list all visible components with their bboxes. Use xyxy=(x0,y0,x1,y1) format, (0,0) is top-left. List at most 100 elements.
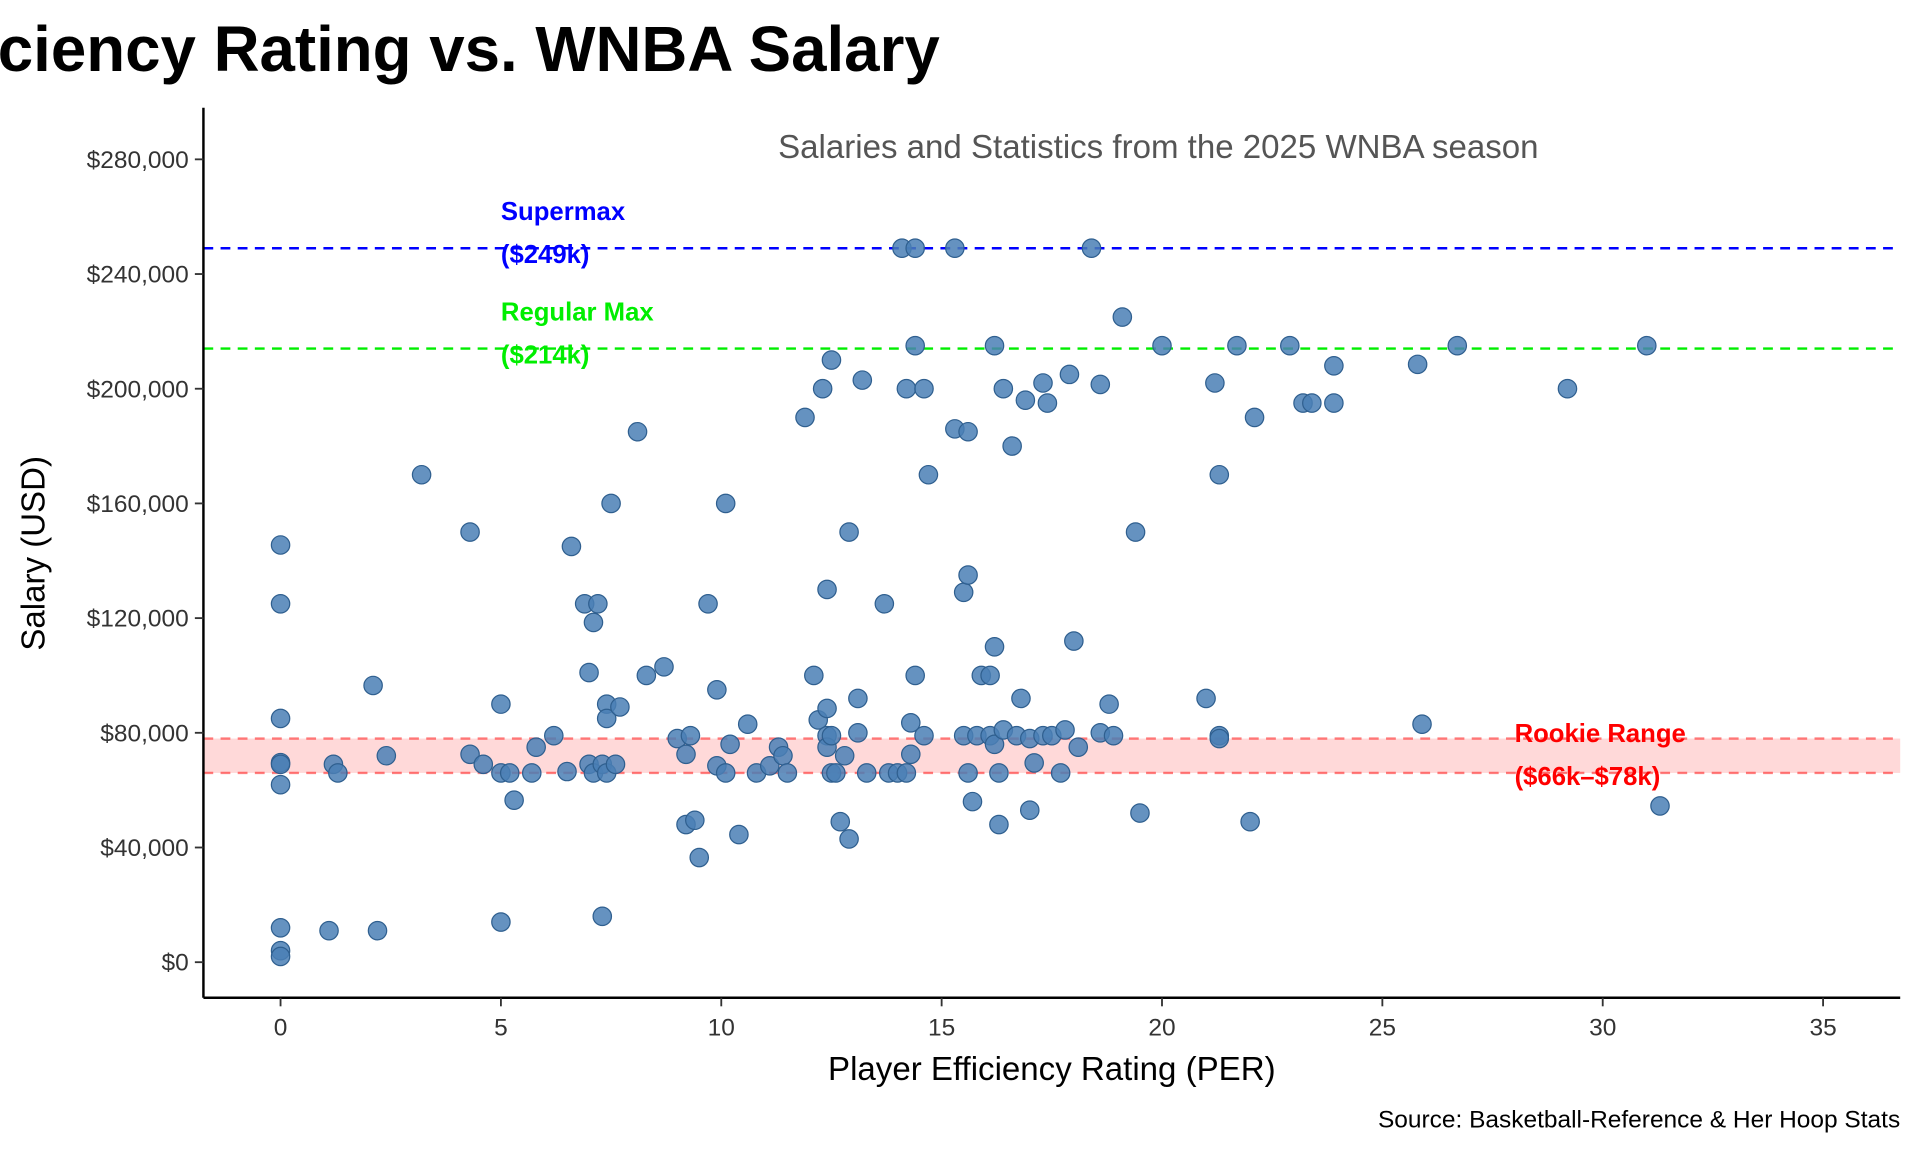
point xyxy=(900,712,921,733)
point xyxy=(328,763,348,783)
point xyxy=(1055,720,1075,740)
point xyxy=(636,665,657,686)
point xyxy=(1112,307,1133,327)
point xyxy=(1324,355,1344,376)
point xyxy=(1002,436,1022,456)
point xyxy=(698,593,718,614)
point xyxy=(817,698,837,719)
x-tick-label: 25 xyxy=(1369,1015,1396,1042)
point xyxy=(1447,335,1468,356)
point xyxy=(905,238,925,259)
point xyxy=(1050,763,1071,783)
x-tick-label: 35 xyxy=(1809,1015,1836,1042)
point xyxy=(980,665,1000,686)
point xyxy=(856,763,877,783)
point xyxy=(984,335,1005,356)
point xyxy=(852,370,873,390)
point xyxy=(491,912,511,932)
point xyxy=(737,714,758,734)
point xyxy=(1209,728,1230,749)
y-tick-label: $120,000 xyxy=(87,606,189,633)
point xyxy=(953,582,974,603)
point xyxy=(270,774,291,795)
point xyxy=(363,675,383,696)
reference-label: ($214k) xyxy=(501,341,590,369)
point xyxy=(830,811,851,832)
point xyxy=(1650,796,1670,816)
caption: Source: Basketball-Reference & Her Hoop … xyxy=(1378,1107,1900,1134)
point xyxy=(1240,811,1260,832)
point xyxy=(689,847,710,868)
point xyxy=(962,791,983,812)
y-tick-label: $200,000 xyxy=(87,376,189,403)
point xyxy=(848,723,868,743)
point xyxy=(720,734,740,755)
point xyxy=(601,493,621,514)
chart-subtitle: Salaries and Statistics from the 2025 WN… xyxy=(778,129,1538,166)
point xyxy=(989,814,1009,835)
point xyxy=(905,665,925,686)
y-tick-label: $0 xyxy=(162,950,189,977)
point xyxy=(839,829,859,849)
point xyxy=(914,725,934,746)
point xyxy=(605,754,626,775)
x-axis-label: Player Efficiency Rating (PER) xyxy=(828,1051,1276,1088)
point xyxy=(1152,335,1172,356)
y-tick-label: $40,000 xyxy=(100,835,188,862)
point xyxy=(715,493,736,514)
point xyxy=(579,662,599,683)
point xyxy=(1636,335,1657,356)
point xyxy=(896,763,917,783)
point xyxy=(993,378,1014,399)
point xyxy=(1302,393,1322,413)
point xyxy=(795,407,815,428)
point xyxy=(270,708,291,729)
point xyxy=(680,725,701,746)
point xyxy=(557,761,577,782)
point xyxy=(270,535,291,555)
y-tick-label: $280,000 xyxy=(87,147,189,174)
point xyxy=(1099,694,1119,714)
point xyxy=(812,378,833,399)
point xyxy=(411,464,432,485)
point xyxy=(627,421,648,442)
point xyxy=(685,810,705,831)
point xyxy=(596,708,617,729)
chart-title: ciency Rating vs. WNBA Salary xyxy=(0,14,940,85)
point xyxy=(1015,390,1036,410)
point xyxy=(1205,373,1225,393)
point xyxy=(1068,737,1089,757)
point xyxy=(521,763,542,783)
point xyxy=(491,694,511,714)
band-label: ($66k–$78k) xyxy=(1515,763,1661,791)
point xyxy=(1037,393,1058,413)
point xyxy=(989,763,1009,783)
point xyxy=(460,522,480,542)
point xyxy=(715,763,736,783)
point xyxy=(610,697,630,717)
reference-label: Supermax xyxy=(501,198,626,226)
point xyxy=(1024,753,1044,773)
point xyxy=(1280,335,1300,356)
point xyxy=(460,744,480,765)
point xyxy=(896,378,917,399)
y-tick-label: $160,000 xyxy=(87,491,189,518)
y-axis-label: Salary (USD) xyxy=(15,456,52,651)
point xyxy=(270,754,291,775)
plot-area: Rookie Range ($66k–$78k) Supermax ($249k) Re… xyxy=(87,107,1901,1042)
point xyxy=(583,612,604,633)
point xyxy=(826,763,846,783)
point xyxy=(707,680,727,700)
point xyxy=(1130,803,1150,823)
reference-label: Regular Max xyxy=(501,298,654,326)
point xyxy=(544,725,564,746)
x-tick-label: 10 xyxy=(708,1015,735,1042)
point xyxy=(984,636,1005,657)
point xyxy=(270,593,291,614)
point xyxy=(499,763,520,783)
point xyxy=(654,657,674,677)
x-tick-label: 30 xyxy=(1589,1015,1616,1042)
point xyxy=(817,579,837,600)
